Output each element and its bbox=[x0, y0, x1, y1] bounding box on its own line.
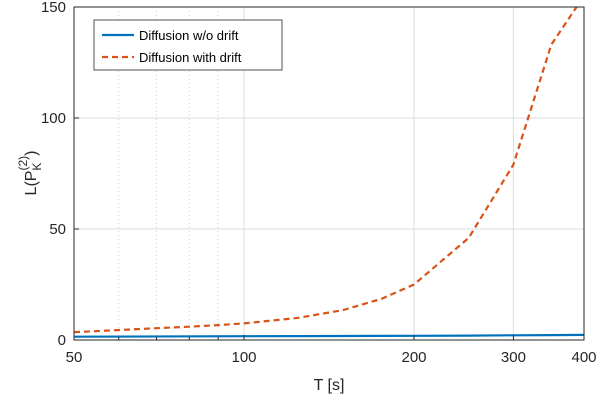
legend-box bbox=[93, 19, 283, 71]
x-tick-label: 100 bbox=[231, 349, 256, 366]
legend: Diffusion w/o drift Diffusion with drift bbox=[93, 19, 283, 71]
x-tick-label: 300 bbox=[501, 349, 526, 366]
y-tick-label: 150 bbox=[41, 0, 66, 16]
series-line-diffusion-without-drift bbox=[74, 333, 584, 338]
y-axis-label-superscript: (2) bbox=[16, 156, 30, 171]
y-axis-label-base: L(P bbox=[23, 171, 40, 196]
y-tick-label: 0 bbox=[58, 332, 66, 349]
y-axis-label-subscript: K bbox=[30, 163, 44, 171]
legend-entry-diffusion-without-drift: Diffusion w/o drift bbox=[139, 28, 239, 43]
y-axis-label: L(PK(2)) bbox=[16, 151, 44, 196]
y-axis-label-close: ) bbox=[23, 151, 40, 156]
series-group bbox=[74, 7, 584, 338]
y-tick-label: 50 bbox=[49, 221, 66, 238]
plot-frame bbox=[73, 6, 585, 341]
x-tick-label: 400 bbox=[571, 349, 596, 366]
x-tick-label: 200 bbox=[401, 349, 426, 366]
y-tick-label: 100 bbox=[41, 110, 66, 127]
legend-entry-diffusion-with-drift: Diffusion with drift bbox=[139, 50, 242, 65]
x-tick-label: 50 bbox=[66, 349, 83, 366]
x-axis-label: T [s] bbox=[314, 377, 345, 394]
